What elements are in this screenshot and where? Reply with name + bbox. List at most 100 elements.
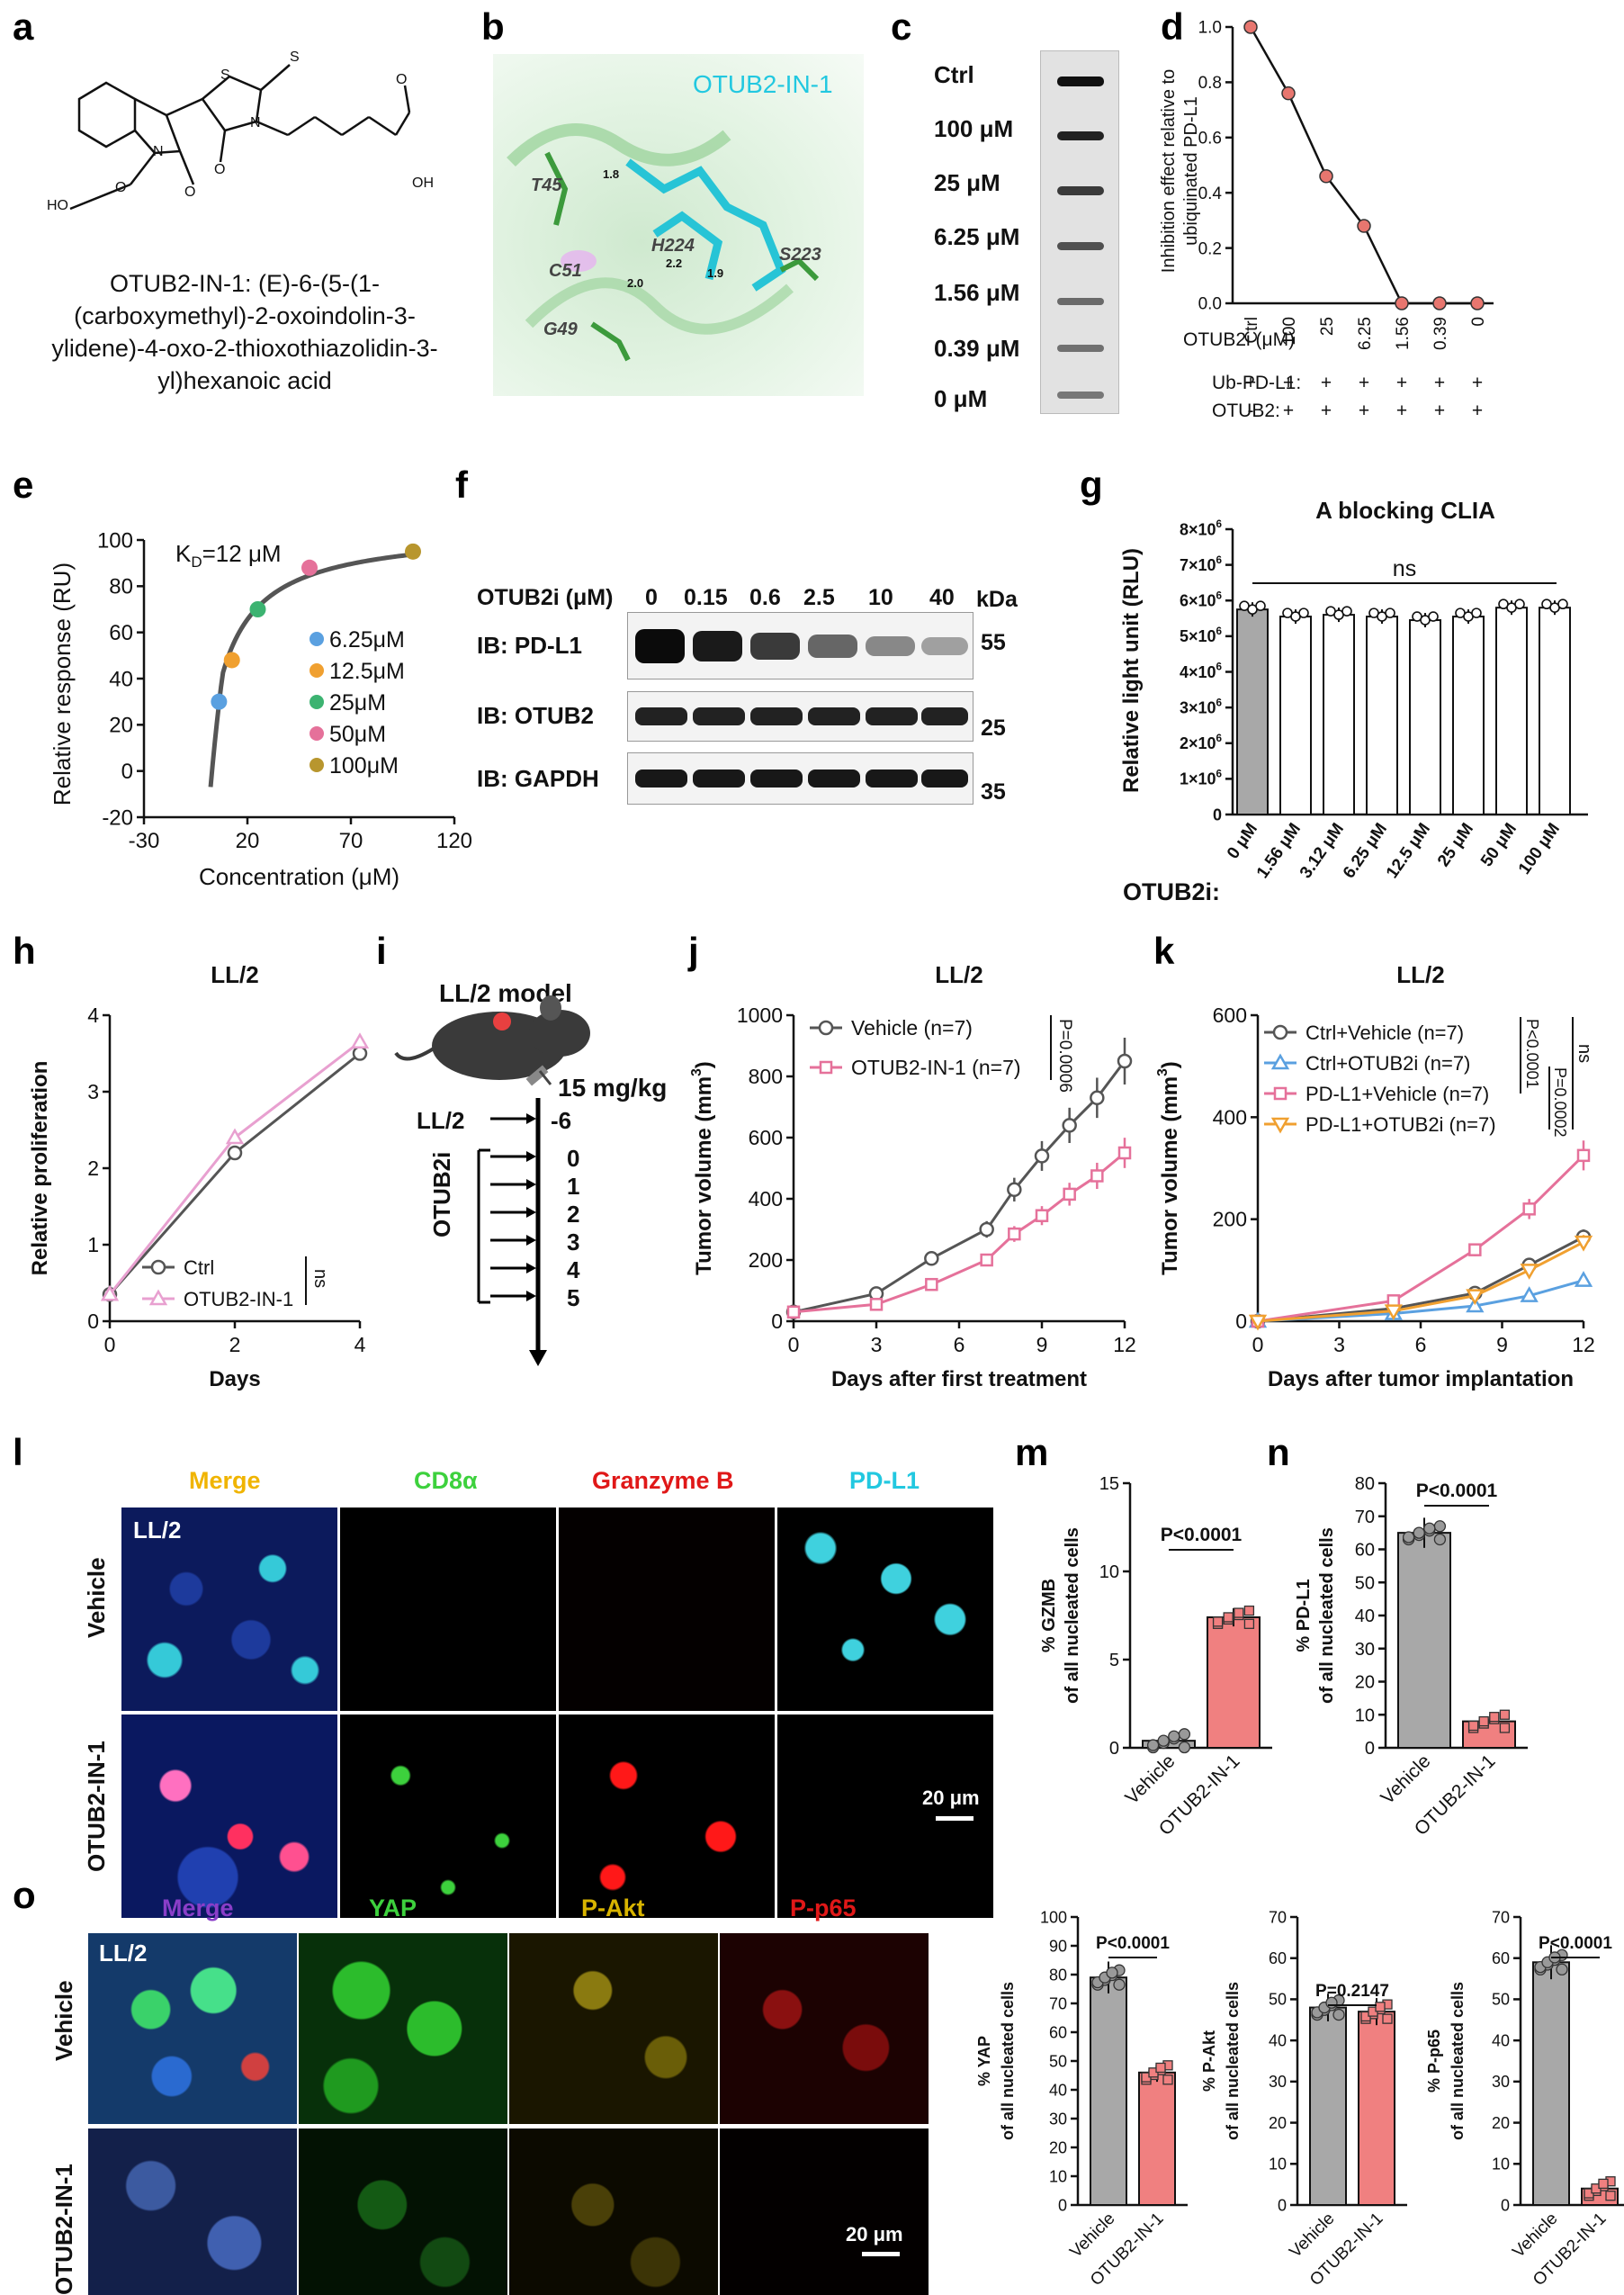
e-point (211, 693, 228, 710)
scale-label-l: 20 μm (922, 1786, 980, 1809)
p1-ytick-label: 90 (1049, 1937, 1067, 1955)
m-ytick-label: 10 (1099, 1562, 1119, 1582)
k-legend-marker (1272, 1024, 1288, 1040)
blot-lane-6.25: 6.25 μM (934, 223, 1020, 250)
h-legend-label: Ctrl (184, 1256, 214, 1279)
blot-lane-0: 0 μM (934, 385, 988, 412)
m-replicate-point (1178, 1741, 1191, 1754)
mw-55: 55 (981, 630, 1006, 655)
d-line-segment (1287, 93, 1328, 177)
k-legend-label: Ctrl+Vehicle (n=7) (1305, 1022, 1464, 1044)
n-ytick-label: 30 (1355, 1640, 1375, 1660)
p3-ytick-label: 20 (1492, 2114, 1510, 2132)
j-point (980, 1253, 993, 1267)
panel-label-f: f (455, 464, 468, 506)
g-ytick-label: 2×106 (1180, 733, 1223, 752)
e-point (301, 559, 318, 576)
channel-o-merge: Merge (162, 1894, 234, 1922)
k-xtick-label: 12 (1572, 1333, 1595, 1356)
scale-bar-o (862, 2252, 900, 2256)
h-point (350, 1032, 370, 1048)
e-legend-label: 100μM (329, 753, 399, 778)
panel-label-n: n (1267, 1431, 1290, 1473)
p2-replicate-point (1375, 2002, 1386, 2012)
k-xtick-label: 3 (1333, 1333, 1345, 1356)
m-replicate-point (1157, 1734, 1170, 1747)
h-title: LL/2 (211, 961, 258, 988)
m-replicate-point (1212, 1616, 1224, 1627)
k-ylabel: Tumor volume (mm3) (1155, 1061, 1182, 1275)
j-ytick-label: 400 (749, 1187, 783, 1210)
h-xtick-label: 2 (229, 1333, 241, 1356)
g-xlabel: OTUB2i: (1123, 878, 1220, 905)
atom-n1: N (153, 144, 164, 159)
j-point (924, 1251, 939, 1266)
image-o-treated-yap (299, 2128, 507, 2295)
d-row-label: OTUB2: (1212, 400, 1280, 421)
h-ytick-label: 0 (87, 1310, 99, 1333)
d-ytick-label: 0.4 (1198, 184, 1223, 203)
atom-o3: O (115, 180, 127, 195)
p3-ytick-label: 40 (1492, 2031, 1510, 2049)
m-replicate-point (1223, 1612, 1234, 1623)
blot-lane-25: 25 μM (934, 169, 1000, 196)
k-point (1520, 1264, 1539, 1280)
p1-ytick-label: 10 (1049, 2167, 1067, 2185)
blot-gapdh (627, 752, 974, 805)
blot-lane-0.39: 0.39 μM (934, 335, 1020, 362)
j-ytick-label: 600 (749, 1126, 783, 1149)
d-category-label: 25 (1318, 317, 1337, 336)
residue-g49: G49 (543, 320, 578, 339)
d-category-label: Ctrl (1243, 317, 1261, 344)
j-point (1007, 1182, 1022, 1198)
p1-replicate-point (1106, 1966, 1118, 1979)
e-xtick-label: 120 (436, 829, 472, 853)
p3-ytick-label: 0 (1501, 2196, 1510, 2214)
n-replicate-point (1489, 1712, 1500, 1723)
atom-s1: S (220, 68, 230, 83)
channel-cd8: CD8α (414, 1467, 478, 1494)
distance-4: 1.9 (707, 266, 724, 280)
m-ytick-label: 15 (1099, 1474, 1119, 1494)
panel-label-i: i (376, 930, 387, 972)
k-xtick-label: 0 (1252, 1333, 1264, 1356)
j-title: LL/2 (935, 961, 982, 988)
n-ytick-label: 80 (1355, 1474, 1375, 1494)
k-point (1574, 1271, 1593, 1287)
image-o-vehicle-merge (88, 1933, 297, 2124)
k-point (1574, 1235, 1593, 1252)
g-ytick-label: 6×106 (1180, 590, 1223, 609)
image-l-vehicle-gzmb (559, 1508, 775, 1711)
d-ytick-label: 0.6 (1198, 129, 1222, 148)
d-row-mark: + (1396, 400, 1407, 421)
channel-yap: YAP (369, 1894, 417, 1922)
kda-label: kDa (976, 587, 1018, 612)
d-line-segment (1249, 26, 1290, 94)
docking-image (493, 54, 864, 396)
g-replicate-point (1341, 606, 1352, 616)
d-point (1281, 86, 1296, 101)
p2-bar (1309, 2006, 1347, 2207)
d-point (1432, 296, 1447, 310)
k-point (1520, 1286, 1539, 1302)
g-bar (1279, 616, 1312, 815)
timeline-day-0: 0 (567, 1145, 580, 1172)
image-l-treated-merge (121, 1714, 337, 1918)
kd-label: KD=12 μM (175, 540, 282, 572)
h-legend-marker (150, 1259, 166, 1275)
e-point (249, 601, 266, 617)
d-category-label: 100 (1280, 317, 1299, 346)
p2-replicate-point (1332, 2008, 1345, 2021)
image-o-vehicle-yap (299, 1933, 507, 2124)
channel-pp65: P-p65 (790, 1894, 857, 1922)
dose-0.6: 0.6 (749, 585, 781, 610)
atom-ho: HO (47, 198, 68, 213)
g-ytick-label: 3×106 (1180, 697, 1223, 716)
g-ytick-label: 7×106 (1180, 554, 1223, 574)
h-ylabel: Relative proliferation (28, 1061, 52, 1276)
e-point (405, 543, 421, 560)
